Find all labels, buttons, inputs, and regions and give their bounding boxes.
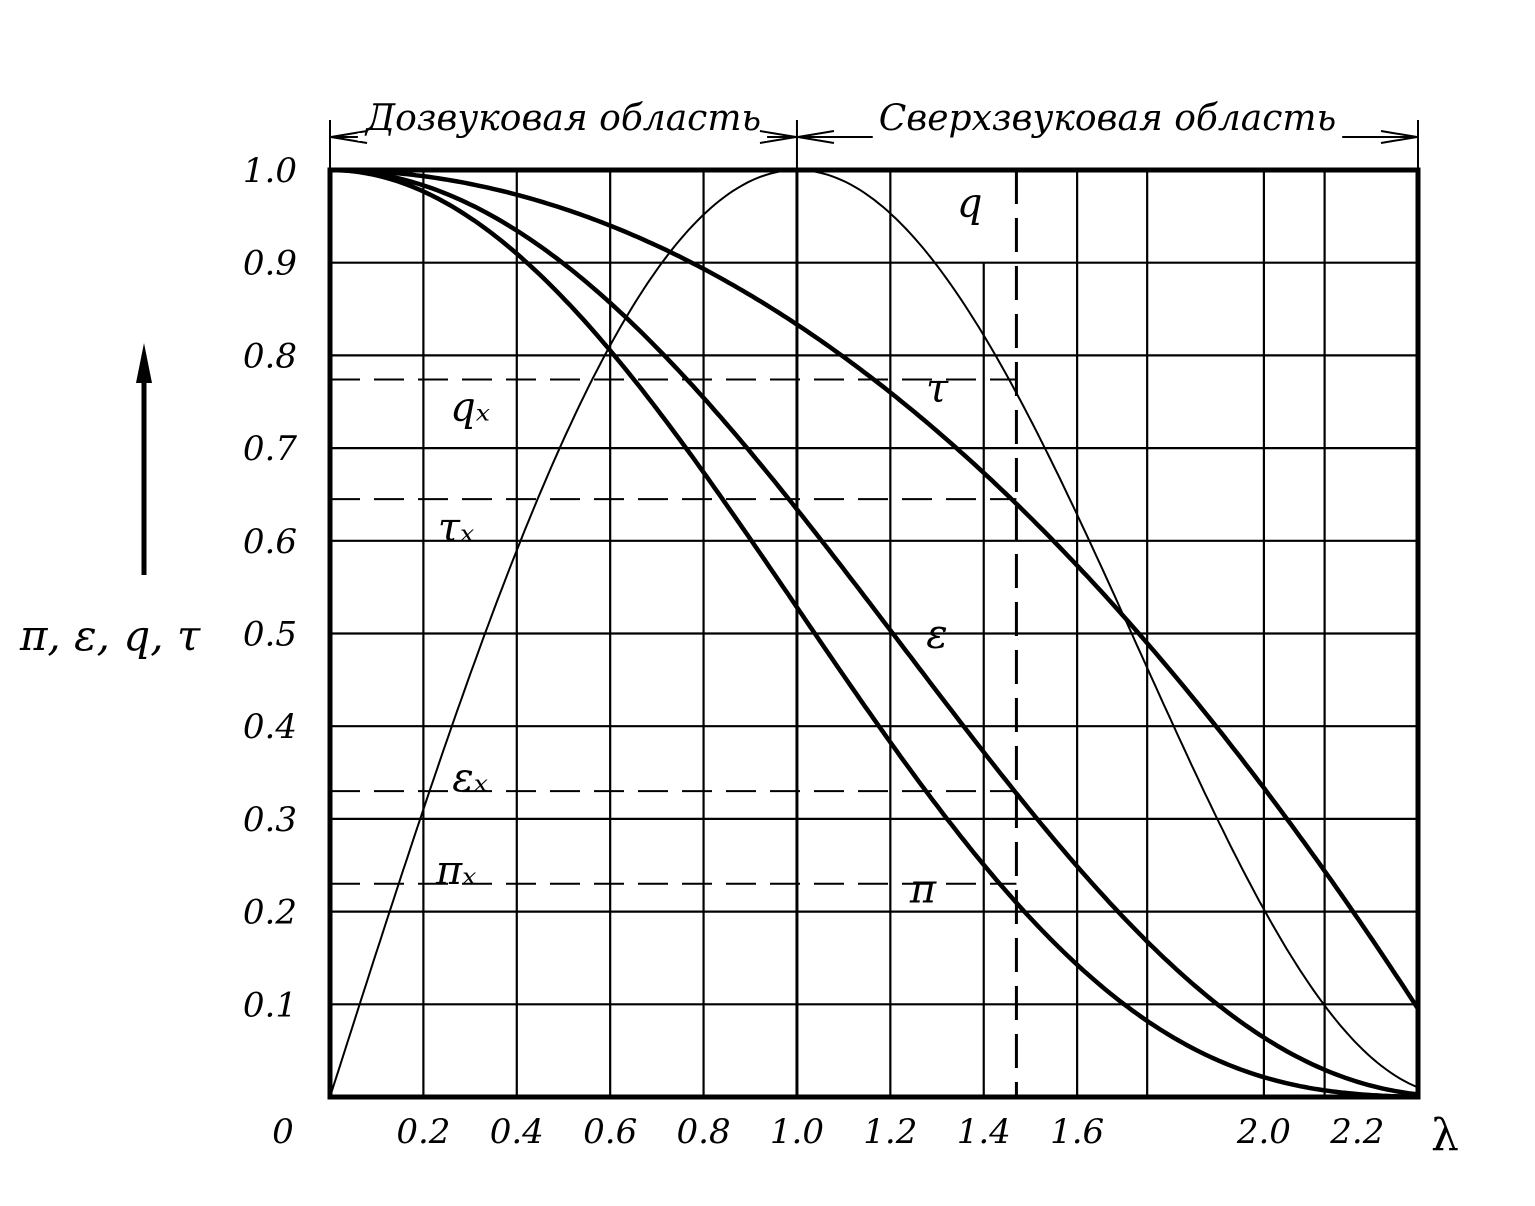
x-tick-label-2: 0.6 xyxy=(583,1112,637,1152)
series-label-0: q xyxy=(957,180,983,226)
x-tick-label-3: 0.8 xyxy=(677,1112,731,1152)
grid xyxy=(330,170,1418,1097)
y-tick-label-7: 0.8 xyxy=(243,336,297,376)
origin-label: 0 xyxy=(272,1112,294,1152)
plot-border xyxy=(327,167,1421,1100)
series-label-2: ε xyxy=(926,612,947,658)
y-tick-label-1: 0.2 xyxy=(243,893,297,933)
region-label-gap-0 xyxy=(357,133,768,141)
region-label-gap-1 xyxy=(872,133,1343,141)
y-tick-label-6: 0.7 xyxy=(243,429,297,469)
series-line-2 xyxy=(330,167,1419,1097)
series-line-3 xyxy=(329,167,1419,1100)
x-tick-label-8: 2.0 xyxy=(1236,1112,1291,1152)
y-tick-label-5: 0.6 xyxy=(243,522,297,562)
reference-label-1: τₓ xyxy=(438,505,474,551)
x-tick-label-5: 1.2 xyxy=(863,1112,917,1152)
curves xyxy=(329,167,1420,1100)
x-tick-label-9: 2.2 xyxy=(1329,1112,1384,1152)
x-tick-label-1: 0.4 xyxy=(490,1112,544,1152)
region-label-1: Сверхзвуковая область xyxy=(879,98,1336,139)
y-tick-label-4: 0.5 xyxy=(243,615,297,655)
reference-label-2: εₓ xyxy=(452,755,488,801)
x-axis-label: λ xyxy=(1431,1110,1459,1161)
y-axis-label: π, ε, q, τ xyxy=(19,611,201,660)
reference-label-0: qₓ xyxy=(450,384,490,430)
series-line-1 xyxy=(330,167,1420,1011)
y-tick-label-2: 0.3 xyxy=(243,800,297,840)
reference-label-3: πₓ xyxy=(435,848,477,894)
series-label-3: π xyxy=(909,866,937,912)
y-tick-label-0: 0.1 xyxy=(243,985,297,1025)
x-tick-label-7: 1.6 xyxy=(1050,1112,1104,1152)
y-tick-label-8: 0.9 xyxy=(243,244,297,284)
y-axis-arrow-head xyxy=(136,343,152,383)
series-label-1: τ xyxy=(926,366,949,412)
plot-frame xyxy=(327,167,1421,1100)
reference-lines xyxy=(330,170,1018,1097)
x-tick-label-0: 0.2 xyxy=(396,1112,450,1152)
x-tick-label-6: 1.4 xyxy=(957,1112,1011,1152)
region-annotations: Дозвуковая область Сверхзвуковая область xyxy=(329,98,1419,170)
labels: 0.2 0.4 0.6 0.8 1.0 1.2 1.4 1.6 2.0 2.2 0.1 0.2 0.3 0… xyxy=(243,151,1384,1152)
y-tick-label-9: 1.0 xyxy=(243,151,297,191)
x-tick-label-4: 1.0 xyxy=(770,1112,824,1152)
region-label-0: Дозвуковая область xyxy=(364,98,761,139)
series-line-0 xyxy=(329,168,1419,1098)
y-tick-label-3: 0.4 xyxy=(243,707,297,747)
